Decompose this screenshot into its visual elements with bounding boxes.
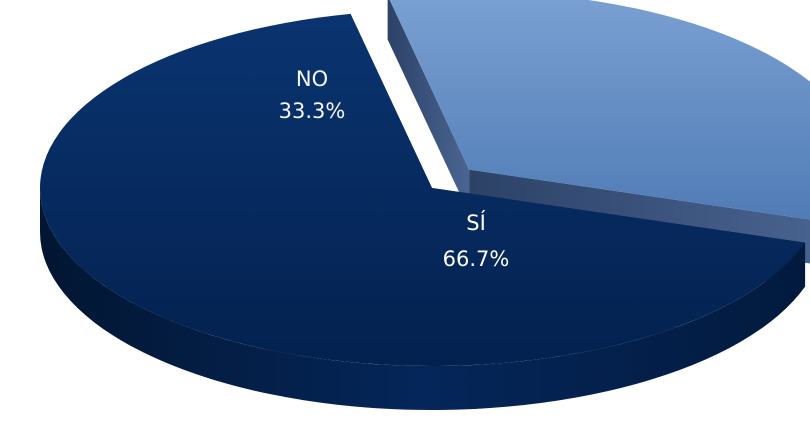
slice-value-si: 66.7% [443, 247, 510, 271]
slice-top-no [389, 0, 810, 220]
slice-top-si [39, 13, 806, 366]
slice-label-si: SÍ [466, 210, 486, 235]
slice-cut-face-no-0 [387, 0, 470, 214]
slice-value-no: 33.3% [279, 99, 346, 123]
slice-label-no: NO [296, 67, 328, 91]
slices-layer [39, 0, 810, 411]
pie-slice-si [39, 13, 806, 411]
slice-rim-si-1 [40, 188, 806, 411]
